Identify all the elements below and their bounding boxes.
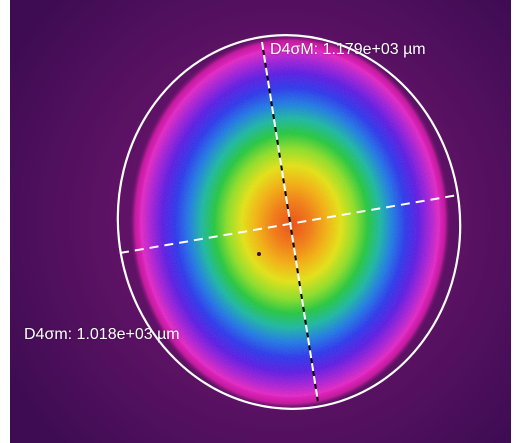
minor-axis-diameter-label: D4σm: 1.018e+03 µm <box>24 326 180 343</box>
beam-intensity-image <box>10 0 511 443</box>
major-axis-line <box>261 41 319 403</box>
minor-axis-line <box>119 194 459 254</box>
d4sigma-fit-ellipse <box>116 34 462 410</box>
centroid-marker <box>257 252 261 256</box>
major-axis-line-dark <box>261 41 319 403</box>
major-axis-diameter-label: D4σM: 1.179e+03 µm <box>270 41 426 58</box>
